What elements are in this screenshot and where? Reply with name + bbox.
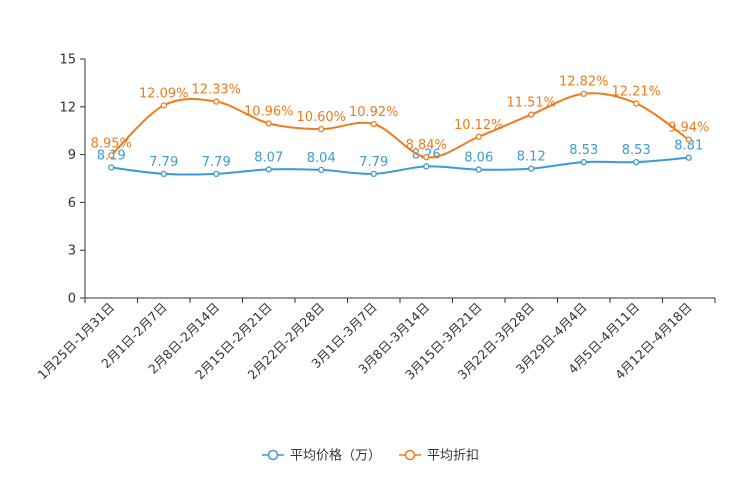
- data-point: [580, 158, 587, 166]
- data-point: [108, 152, 115, 159]
- legend-marker-icon: [404, 449, 416, 461]
- data-point: [423, 153, 430, 161]
- data-label: 10.92%: [349, 105, 399, 120]
- data-label: 10.60%: [296, 110, 346, 125]
- y-tick-label: 12: [59, 100, 76, 115]
- data-label: 8.95%: [91, 136, 132, 151]
- data-label: 11.51%: [506, 96, 556, 111]
- data-point: [685, 136, 692, 143]
- data-point: [633, 158, 640, 166]
- data-label: 8.06: [464, 151, 493, 166]
- data-point: [265, 166, 272, 173]
- data-point: [318, 166, 325, 174]
- data-point: [160, 170, 167, 178]
- data-label: 8.04: [307, 151, 336, 166]
- data-point: [265, 120, 272, 127]
- data-point: [213, 170, 220, 178]
- data-point: [475, 133, 482, 140]
- data-label: 8.53: [622, 143, 651, 158]
- x-tick-label: 1月25日-1月31日: [34, 300, 117, 383]
- data-label: 7.79: [202, 155, 231, 170]
- axes: 036912151月25日-1月31日2月1日-2月7日2月8日-2月14日2月…: [34, 53, 716, 383]
- data-label: 8.84%: [406, 138, 447, 153]
- data-point: [528, 165, 535, 172]
- series-line: [110, 92, 690, 159]
- data-label: 8.53: [569, 143, 598, 158]
- data-label: 8.81: [674, 139, 703, 154]
- series-1: 8.95% 12.09% 12.33%10.96% 10.60% 10.92% 8.84%…: [91, 75, 709, 161]
- legend-item: 平均价格（万）: [262, 448, 381, 464]
- series-line: [111, 156, 689, 176]
- data-point: [685, 154, 692, 161]
- data-point: [370, 170, 377, 178]
- y-tick-label: 0: [68, 292, 76, 307]
- legend: 平均价格（万） 平均折扣: [262, 448, 479, 464]
- data-point: [475, 166, 482, 173]
- data-label: 12.09%: [139, 86, 189, 101]
- series-layer: 8.197.797.798.078.047.798.268.068.128.53…: [91, 75, 709, 178]
- data-label: 12.33%: [191, 83, 241, 98]
- y-tick-label: 15: [59, 53, 76, 68]
- legend-marker-icon: [267, 449, 279, 461]
- y-tick-label: 3: [68, 244, 76, 259]
- y-tick-label: 6: [68, 196, 76, 211]
- data-label: 8.07: [254, 150, 283, 165]
- data-point: [370, 120, 377, 128]
- data-label: 12.21%: [611, 84, 661, 99]
- series-0: 8.197.797.798.078.047.798.268.068.128.53…: [97, 139, 703, 178]
- data-label: 9.94%: [668, 121, 709, 136]
- data-label: 10.96%: [244, 104, 294, 119]
- legend-item: 平均折扣: [399, 449, 479, 464]
- data-point: [318, 125, 325, 133]
- data-point: [633, 100, 640, 107]
- y-tick-label: 9: [68, 148, 76, 163]
- data-label: 7.79: [149, 155, 178, 170]
- data-point: [423, 163, 430, 170]
- data-point: [213, 98, 220, 105]
- data-point: [528, 111, 535, 118]
- data-point: [108, 164, 115, 171]
- legend-label: 平均折扣: [427, 449, 479, 464]
- legend-label: 平均价格（万）: [290, 448, 381, 464]
- data-label: 12.82%: [559, 75, 609, 90]
- data-label: 8.12: [517, 150, 546, 165]
- data-point: [160, 102, 167, 109]
- data-label: 10.12%: [454, 118, 504, 133]
- data-label: 7.79: [359, 155, 388, 170]
- data-point: [580, 90, 587, 97]
